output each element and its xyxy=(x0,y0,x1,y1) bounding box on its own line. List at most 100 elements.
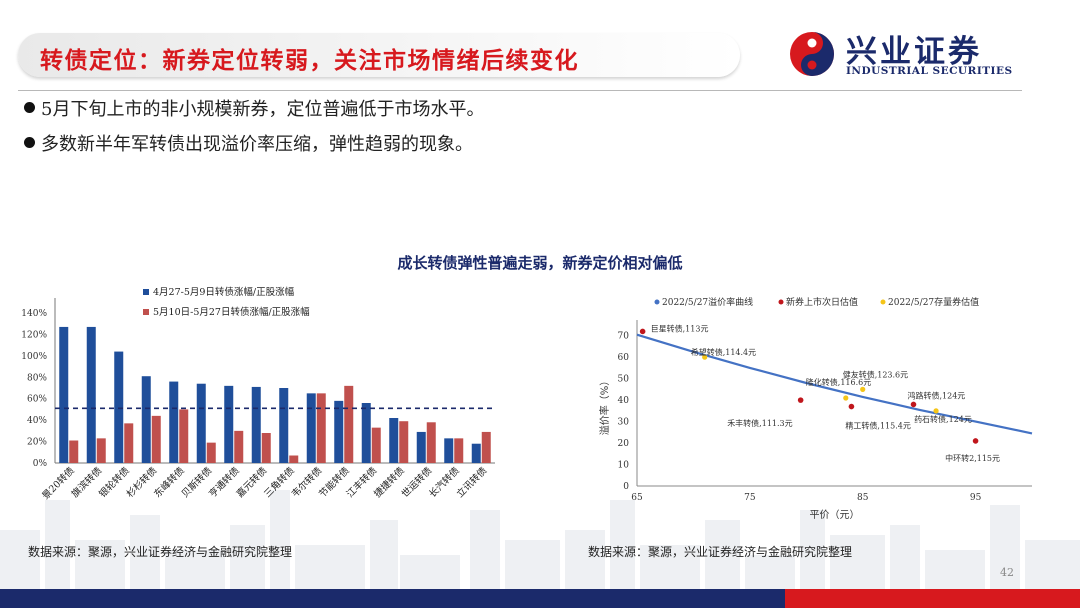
x-tick-label: 景20转债 xyxy=(40,464,78,502)
y-tick-label: 30 xyxy=(618,418,630,428)
new-issue-label: 巨星转债,113元 xyxy=(651,323,709,333)
legend-marker xyxy=(654,299,660,305)
existing-bond-point xyxy=(860,386,866,392)
x-tick-label: 65 xyxy=(631,493,643,503)
x-tick-label: 立讯转债 xyxy=(454,464,490,500)
new-issue-label: 禾丰转债,111.3元 xyxy=(727,418,792,428)
x-tick-label: 75 xyxy=(744,493,756,503)
x-tick-label: 95 xyxy=(970,493,982,503)
y-tick-label: 70 xyxy=(618,332,630,342)
y-tick-label: 0 xyxy=(623,482,629,492)
y-tick-label: 100% xyxy=(21,352,47,362)
y-tick-label: 80% xyxy=(27,373,47,383)
bar-series2 xyxy=(371,427,381,463)
bullet-point-2: 多数新半年军转债出现溢价率压缩，弹性趋弱的现象。 xyxy=(24,130,473,156)
bullet-dot-icon xyxy=(24,137,35,148)
bar-series1 xyxy=(169,381,179,463)
legend-label: 5月10日-5月27日转债涨幅/正股涨幅 xyxy=(153,306,310,318)
new-issue-point xyxy=(972,438,979,444)
scatter-chart: 2022/5/27溢价率曲线 新券上市次日估值 2022/5/27存量券估值 0 10 2… xyxy=(598,296,1033,521)
bar-series1 xyxy=(334,400,344,463)
new-issue-label: 精工转债,115.4元 xyxy=(845,421,910,431)
bar-series1 xyxy=(224,385,234,463)
y-tick-label: 20% xyxy=(27,438,47,448)
existing-bond-label: 希望转债,114.4元 xyxy=(691,347,756,357)
legend-swatch xyxy=(143,309,149,315)
y-tick-label: 20 xyxy=(618,439,630,449)
existing-bond-point xyxy=(933,408,939,414)
new-issue-point xyxy=(848,403,855,410)
logo-english-name: INDUSTRIAL SECURITIES xyxy=(846,65,1013,77)
y-tick-label: 50 xyxy=(618,375,630,385)
bar-series1 xyxy=(444,438,454,463)
new-issue-point xyxy=(797,397,804,403)
y-axis-title: 溢价率（%） xyxy=(598,376,611,436)
bar-series1 xyxy=(59,326,69,463)
skyline-decoration xyxy=(0,490,1080,590)
existing-bond-point xyxy=(843,395,849,401)
existing-bond-point xyxy=(702,354,708,360)
bar-series1 xyxy=(306,393,316,463)
bar-series2 xyxy=(399,421,409,463)
bar-series2 xyxy=(344,385,354,463)
bar-series1 xyxy=(196,383,206,463)
page-number: 42 xyxy=(1000,566,1014,579)
y-tick-label: 0% xyxy=(33,459,48,469)
bar-series2 xyxy=(179,409,189,463)
bar-series2 xyxy=(261,433,271,463)
new-issue-point xyxy=(910,401,917,408)
bar-series1 xyxy=(361,403,371,463)
x-axis-title: 平价（元） xyxy=(810,509,860,521)
y-tick-label: 120% xyxy=(21,330,47,340)
bar-series2 xyxy=(454,438,464,463)
title-banner xyxy=(18,33,740,77)
bar-series2 xyxy=(481,431,491,463)
bar-series1 xyxy=(416,431,426,463)
bar-series2 xyxy=(426,422,436,463)
legend-label: 新券上市次日估值 xyxy=(786,296,858,308)
bar-series1 xyxy=(114,351,124,463)
page-title: 转债定位：新券定位转弱，关注市场情绪后续变化 xyxy=(40,47,579,74)
existing-bond-label: 药石转债,124元 xyxy=(914,414,972,424)
bullet-dot-icon xyxy=(24,102,35,113)
y-tick-label: 10 xyxy=(618,461,630,471)
chart-title: 成长转债弹性普遍走弱，新券定价相对偏低 xyxy=(397,254,683,272)
new-issue-label: 中环转2,115元 xyxy=(945,453,1000,463)
y-tick-label: 140% xyxy=(21,309,47,319)
legend-marker xyxy=(778,299,784,305)
footer-bar-red xyxy=(785,589,1080,608)
existing-bond-label: 健友转债,123.6元 xyxy=(843,369,908,379)
x-tick-label: 85 xyxy=(857,493,869,503)
source-note-left: 数据来源：聚源，兴业证券经济与金融研究院整理 xyxy=(28,545,293,559)
y-tick-label: 40% xyxy=(27,416,47,426)
footer-bar-blue xyxy=(0,589,785,608)
y-tick-label: 60 xyxy=(618,353,630,363)
legend-label: 2022/5/27溢价率曲线 xyxy=(662,296,753,308)
legend-label: 2022/5/27存量券估值 xyxy=(888,296,979,308)
bar-series2 xyxy=(124,423,134,463)
bar-series1 xyxy=(86,326,96,463)
bar-series2 xyxy=(96,438,106,463)
premium-curve xyxy=(636,333,1033,435)
bar-series2 xyxy=(206,442,216,463)
bar-chart: 0%20%40%60%80%100%120%140%景20转债旗滨转债银轮转债杉… xyxy=(21,286,495,502)
bar-series1 xyxy=(251,386,261,463)
bar-series2 xyxy=(316,393,326,463)
source-note-right: 数据来源：聚源，兴业证券经济与金融研究院整理 xyxy=(588,545,853,559)
header-divider xyxy=(18,90,1022,91)
legend-label: 4月27-5月9日转债涨幅/正股涨幅 xyxy=(153,286,295,298)
y-tick-label: 40 xyxy=(618,396,630,406)
bar-series2 xyxy=(151,415,161,463)
bullet-point-1: 5月下旬上市的非小规模新券，定位普遍低于市场水平。 xyxy=(24,95,484,121)
legend-swatch xyxy=(143,289,149,295)
bar-series1 xyxy=(141,376,151,463)
legend-marker xyxy=(880,299,886,305)
y-tick-label: 60% xyxy=(27,395,47,405)
bar-series2 xyxy=(234,430,244,463)
logo-chinese-name: 兴业证券 xyxy=(846,34,982,70)
new-issue-point xyxy=(639,328,646,335)
existing-bond-label: 隆化转债,116.6元 xyxy=(806,377,871,387)
company-logo-icon xyxy=(790,32,834,76)
bar-series1 xyxy=(389,418,399,463)
bar-series1 xyxy=(471,443,481,463)
